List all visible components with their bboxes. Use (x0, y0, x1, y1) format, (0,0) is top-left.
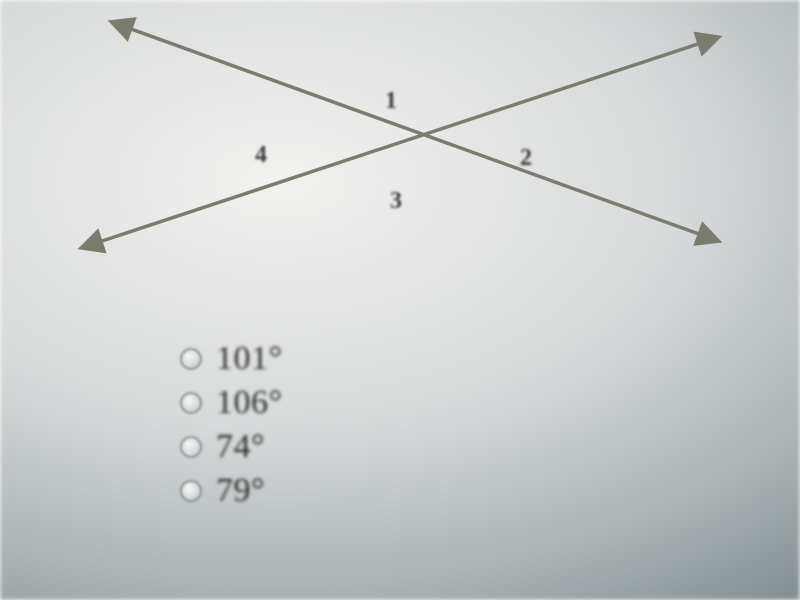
option-row[interactable]: 106° (180, 384, 283, 422)
angle-label-4: 4 (255, 142, 267, 169)
radio-icon[interactable] (180, 436, 202, 458)
option-row[interactable]: 79° (180, 472, 283, 510)
option-label: 79° (216, 472, 265, 510)
option-label: 74° (216, 428, 265, 466)
option-row[interactable]: 74° (180, 428, 283, 466)
angle-label-3: 3 (390, 188, 402, 215)
angle-label-2: 2 (520, 145, 532, 172)
intersecting-lines-diagram: 1 2 3 4 (50, 10, 730, 280)
radio-icon[interactable] (180, 392, 202, 414)
lines-svg (50, 10, 730, 280)
option-label: 101° (216, 340, 283, 378)
option-label: 106° (216, 384, 283, 422)
answer-options: 101° 106° 74° 79° (180, 340, 283, 510)
option-row[interactable]: 101° (180, 340, 283, 378)
radio-icon[interactable] (180, 480, 202, 502)
angle-label-1: 1 (385, 88, 397, 115)
radio-icon[interactable] (180, 348, 202, 370)
